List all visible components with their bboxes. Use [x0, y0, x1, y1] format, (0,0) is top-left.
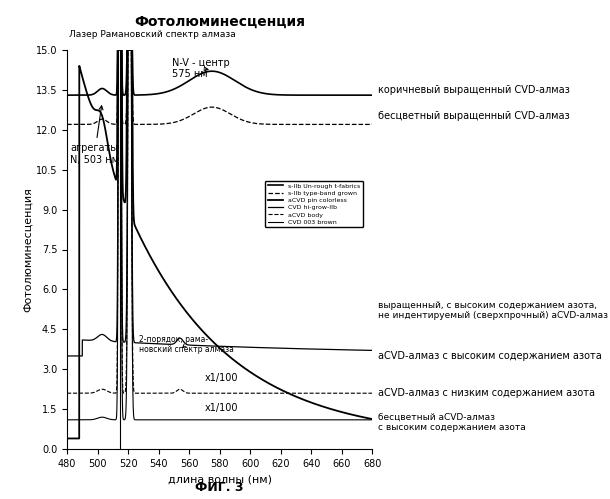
Text: аCVD-алмаз с высоким содержанием азота: аCVD-алмаз с высоким содержанием азота [378, 351, 602, 361]
Text: выращенный, с высоким содержанием азота,
не индентируемый (сверхпрочный) аCVD-ал: выращенный, с высоким содержанием азота,… [378, 301, 608, 320]
Text: x1/100: x1/100 [204, 373, 238, 383]
Text: ФИГ. 3: ФИГ. 3 [195, 481, 244, 494]
Legend: s-IIb Un-rough t-fabrics, s-IIb type-band grown, aCVD pin colorless, CVD hi-grow: s-IIb Un-rough t-fabrics, s-IIb type-ban… [265, 181, 363, 228]
Text: N-V - центр
575 нм: N-V - центр 575 нм [173, 58, 230, 79]
Text: x1/100: x1/100 [204, 403, 238, 413]
Text: бесцветный аCVD-алмаз
с высоким содержанием азота: бесцветный аCVD-алмаз с высоким содержан… [378, 413, 526, 432]
Text: коричневый выращенный CVD-алмаз: коричневый выращенный CVD-алмаз [378, 85, 570, 95]
Text: Лазер Рамановский спектр алмаза: Лазер Рамановский спектр алмаза [69, 30, 235, 39]
Text: 2-порядок, рама-
новский спектр алмаза: 2-порядок, рама- новский спектр алмаза [139, 335, 234, 354]
Text: Фотолюминесценция: Фотолюминесценция [134, 15, 305, 29]
Y-axis label: Фотолюминесценция: Фотолюминесценция [23, 187, 33, 312]
Text: бесцветный выращенный CVD-алмаз: бесцветный выращенный CVD-алмаз [378, 111, 570, 121]
X-axis label: длина волны (нм): длина волны (нм) [168, 475, 271, 485]
Text: агрегаты
N, 503 нм: агрегаты N, 503 нм [70, 106, 119, 165]
Text: аCVD-алмаз с низким содержанием азота: аCVD-алмаз с низким содержанием азота [378, 388, 595, 398]
